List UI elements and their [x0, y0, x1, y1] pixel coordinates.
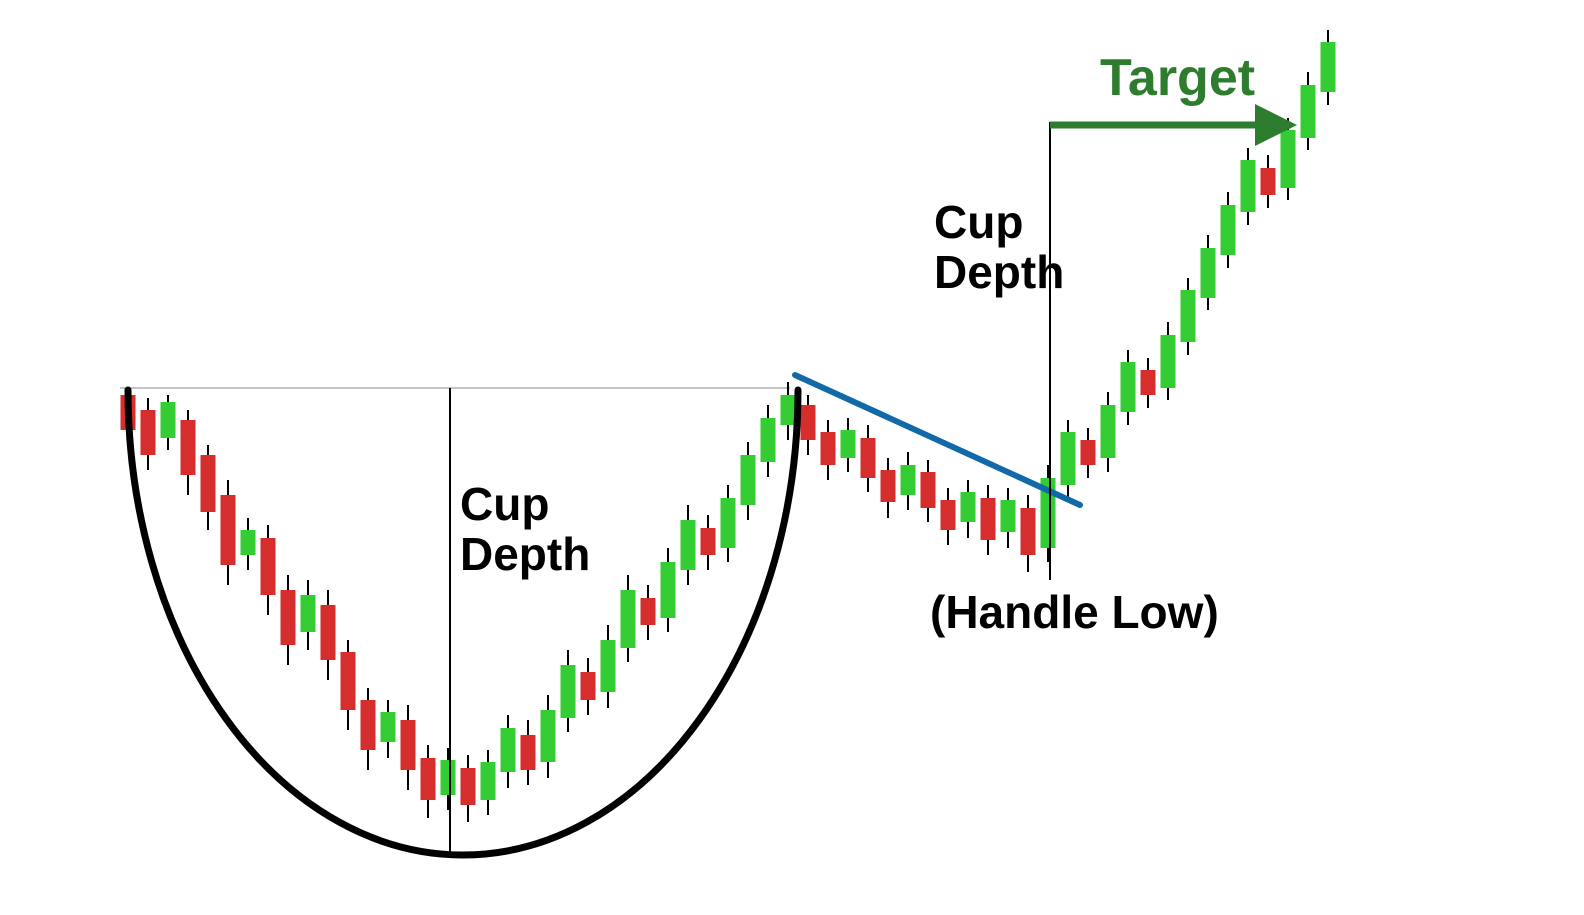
- candle: [741, 455, 756, 505]
- candle: [1301, 85, 1316, 138]
- candle: [1021, 508, 1036, 555]
- cup-depth-right-label: Depth: [934, 246, 1064, 298]
- candle: [161, 402, 176, 438]
- candle: [521, 735, 536, 770]
- candle: [841, 430, 856, 458]
- cup-depth-right-label: Cup: [934, 196, 1023, 248]
- candle: [821, 432, 836, 465]
- candle: [201, 455, 216, 512]
- handle-low-label: (Handle Low): [930, 586, 1219, 638]
- candle: [441, 760, 456, 795]
- handle-trendline: [795, 375, 1080, 505]
- candle: [721, 498, 736, 548]
- candle: [1321, 42, 1336, 92]
- candle: [881, 470, 896, 502]
- candle: [461, 768, 476, 805]
- candle: [1121, 362, 1136, 412]
- candle: [501, 728, 516, 772]
- candle: [641, 598, 656, 625]
- candle: [941, 500, 956, 530]
- candle: [1141, 370, 1156, 395]
- candle: [761, 418, 776, 462]
- candle: [401, 720, 416, 770]
- candle: [1281, 130, 1296, 188]
- candle: [1001, 500, 1016, 532]
- candle: [541, 710, 556, 762]
- candle: [621, 590, 636, 648]
- candle: [801, 405, 816, 440]
- candle: [141, 410, 156, 455]
- candlesticks: [121, 30, 1336, 822]
- candle: [701, 528, 716, 555]
- cup-depth-left-label: Depth: [460, 528, 590, 580]
- candle: [341, 652, 356, 710]
- candle: [281, 590, 296, 645]
- candle: [561, 665, 576, 718]
- cup-depth-left-label: Cup: [460, 478, 549, 530]
- candle: [581, 672, 596, 700]
- candle: [921, 472, 936, 508]
- candle: [361, 700, 376, 750]
- candle: [421, 758, 436, 800]
- candle: [601, 640, 616, 692]
- cup-and-handle-chart: CupDepthCupDepth(Handle Low)Target: [0, 0, 1584, 915]
- candle: [781, 395, 796, 425]
- candle: [961, 492, 976, 522]
- candle: [261, 538, 276, 595]
- candle: [241, 530, 256, 555]
- candle: [1221, 205, 1236, 255]
- candle: [1241, 160, 1256, 212]
- candle: [221, 495, 236, 565]
- candle: [1261, 168, 1276, 195]
- candle: [381, 712, 396, 742]
- candle: [661, 562, 676, 618]
- candle: [901, 465, 916, 495]
- candle: [681, 520, 696, 570]
- candle: [481, 762, 496, 800]
- candle: [321, 605, 336, 660]
- candle: [1181, 290, 1196, 342]
- candle: [981, 498, 996, 540]
- candle: [1061, 432, 1076, 485]
- candle: [1161, 335, 1176, 388]
- candle: [1201, 248, 1216, 298]
- candle: [181, 420, 196, 475]
- candle: [301, 595, 316, 632]
- candle: [1101, 405, 1116, 458]
- candle: [861, 438, 876, 478]
- candle: [1081, 440, 1096, 465]
- target-label: Target: [1100, 49, 1255, 107]
